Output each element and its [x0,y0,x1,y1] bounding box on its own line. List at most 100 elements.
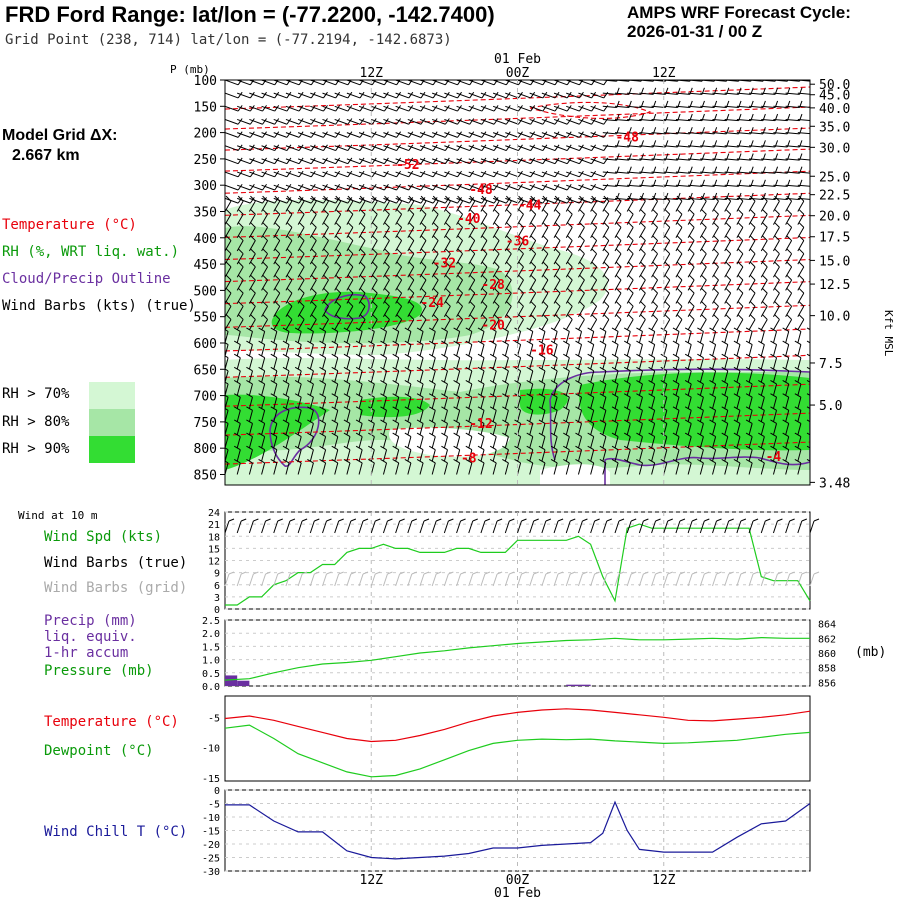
wind-barb [794,393,802,409]
wind-barb [322,170,341,178]
wind-barb-true [724,518,734,534]
wind-barb [225,157,243,165]
wind-barb [675,208,683,225]
wind-barb-true [565,518,576,534]
wind-barb [407,144,426,152]
wind-barb [294,366,302,383]
wind-barb [310,170,328,178]
wind-barb [651,248,658,265]
wind-barb [651,274,658,291]
grid-dx-label: Model Grid ΔX: [2,127,118,144]
wind-barb [453,366,461,383]
wind-barb [392,419,400,436]
wind-barb [270,393,278,409]
wind-barb [334,157,353,165]
wind-barb [526,393,534,409]
wind-barb [638,235,646,252]
wind-barb [395,197,414,204]
wind-barb [334,183,353,191]
wind-barb [270,458,278,475]
wind-barb [578,197,597,204]
wind-barb [270,353,278,370]
wind-speed-tick-label: 0 [214,605,220,616]
wind-barb [502,327,509,344]
wind-barb [517,183,536,191]
wind-barb [550,445,558,462]
wind-barb [575,353,583,370]
wind-barb [550,393,558,409]
wind-barb [709,366,717,383]
height-tick-label: 22.5 [819,189,850,204]
grid-dx-value: 2.667 km [12,147,80,164]
wind-chill-label: Wind Chill T (°C) [44,824,188,840]
wind-barb [526,353,534,370]
wind-barb [319,366,327,383]
wind-barb [480,118,499,125]
wind-barb [358,183,377,191]
wind-barb [489,327,497,344]
wind-barb [773,222,780,239]
bottom-time-label: 00Z [506,873,530,888]
wind-barb [419,131,438,138]
wind-barb-true [626,518,637,534]
wind-barb [623,458,631,475]
wind-barb [310,131,328,138]
wind-barb [355,353,363,370]
wind-barb [270,340,278,357]
wind-barb [770,458,778,475]
wind-barb [736,314,744,331]
wind-barb [480,131,499,138]
wind-barb-grid [443,571,454,587]
wind-barb [307,353,314,370]
precip-tick-label: 0.5 [202,669,220,680]
wind-barb [758,327,765,344]
wind-barb [380,393,388,409]
wind-barb [675,235,683,252]
wind-barb [343,327,351,344]
wind-barb [358,91,377,99]
wind-barb [480,208,488,225]
wind-barb [697,458,704,475]
wind-barb-grid [638,571,649,587]
wind-barb-grid [736,571,747,587]
wind-barb [724,300,732,317]
wind-barb [526,327,534,344]
wind-barb [444,118,462,125]
wind-barb [346,144,365,152]
wind-barb [310,197,328,204]
wind-barb [611,380,619,396]
wind-barb [428,327,436,344]
wind-barb [541,157,560,165]
wind-barb [623,445,631,462]
wind-barb [331,327,339,344]
bottom-time-label: 12Z [360,873,384,888]
wind-barb [748,314,756,331]
wind-barb [687,314,695,331]
wind-barb-grid [456,571,466,587]
wind-barb [395,105,414,112]
wind-barb [648,353,656,370]
wind-barb [638,287,646,304]
wind-barb [505,91,523,99]
wind-barb [383,144,402,152]
wind-barb [514,340,522,357]
wind-barb [331,458,339,475]
temperature-contour-label: -8 [461,452,477,467]
wind-barb [538,432,546,449]
wind-barb [785,222,793,239]
wind-barb [626,222,634,239]
wind-barb [453,458,461,475]
wind-barb [477,380,485,396]
cross-section-axes: 100 150 200 250 300 350 400 450 500 550 600 650 700 7… [170,52,895,491]
upper-wind-barbs [225,80,810,475]
wind-barb [550,432,558,449]
wind-barb [806,327,810,343]
wind-barb [395,183,414,191]
precip-tick-label: 2.0 [202,629,220,640]
wind-barb-grid [797,571,807,587]
wind-barb [319,393,327,409]
wind-chill-tick-label: 0 [214,786,220,797]
wind-barb [782,340,790,357]
legend-cloud: Cloud/Precip Outline [2,271,171,287]
wind-barb [733,393,741,409]
